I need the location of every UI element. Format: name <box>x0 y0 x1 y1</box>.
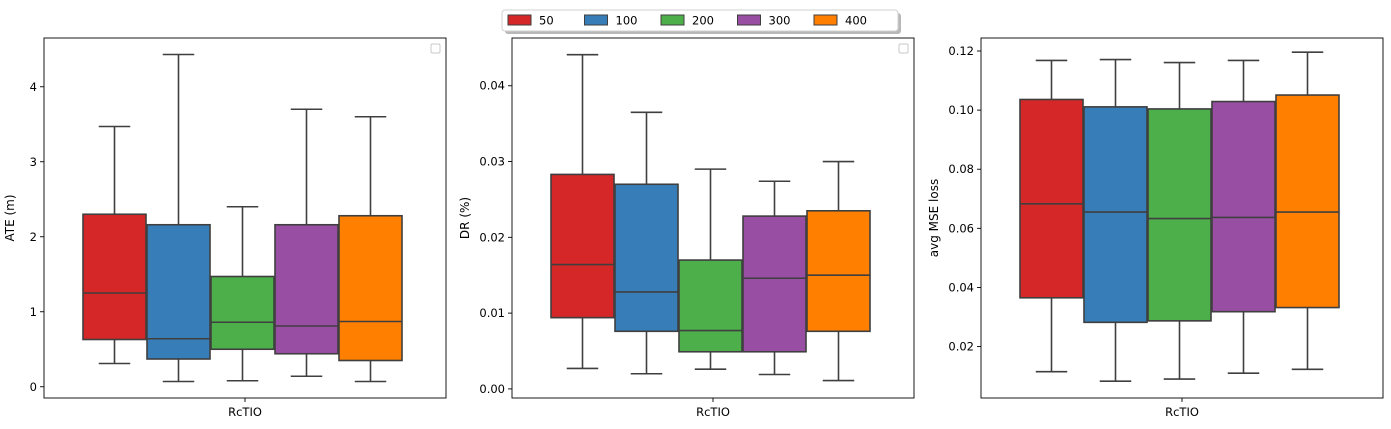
box-400 <box>1275 51 1340 371</box>
box-300 <box>742 180 807 376</box>
y-tick-label: 0.08 <box>948 162 974 176</box>
legend-entry-50: 50 <box>507 14 554 28</box>
box-100 <box>146 53 211 383</box>
legend-label-200: 200 <box>692 14 714 28</box>
box-200 <box>210 205 275 382</box>
box-50 <box>1019 59 1084 373</box>
x-tick-label: RcTIO <box>1165 405 1199 419</box>
y-tick-label: 0.12 <box>948 44 974 58</box>
box-300 <box>274 108 339 378</box>
chart-panels: 0 1 2 3 4 RcTIO ATE (m) 0.00 0.01 0.02 0.03 0.04 RcT… <box>3 37 1384 419</box>
legend-entry-100: 100 <box>584 14 638 28</box>
iqr-box <box>82 213 147 341</box>
box-100 <box>614 111 679 375</box>
x-tick-label: RcTIO <box>696 405 730 419</box>
chart-panel-3: 0.02 0.04 0.06 0.08 0.10 0.12 RcTIO avg MSE los… <box>927 37 1384 419</box>
chart-panel-1: 0 1 2 3 4 RcTIO ATE (m) <box>3 37 447 419</box>
y-tick-label: 0.01 <box>479 306 505 320</box>
legend-swatch-300 <box>737 14 761 26</box>
chart-panel-2: 0.00 0.01 0.02 0.03 0.04 RcTIO DR (%) <box>458 37 915 419</box>
iqr-box <box>1019 98 1084 299</box>
iqr-box <box>1083 106 1148 324</box>
y-axis-label: ATE (m) <box>3 194 17 241</box>
y-tick-label: 2 <box>30 230 37 244</box>
y-axis-label: DR (%) <box>458 197 472 239</box>
legend-swatch-200 <box>660 14 685 26</box>
box-50 <box>82 125 147 365</box>
y-tick-label: 0.06 <box>948 221 974 235</box>
y-tick-label: 0.02 <box>948 340 974 354</box>
y-tick-label: 4 <box>30 80 37 94</box>
y-tick-label: 0.03 <box>479 155 505 169</box>
legend-label-300: 300 <box>769 14 791 28</box>
box-400 <box>338 115 403 383</box>
iqr-box <box>806 210 871 333</box>
x-tick-label: RcTIO <box>228 405 262 419</box>
y-tick-label: 1 <box>30 305 37 319</box>
legend-swatch-100 <box>584 14 608 26</box>
box-300 <box>1211 59 1276 374</box>
legend-entry-200: 200 <box>660 14 714 28</box>
y-tick-label: 0 <box>30 380 37 394</box>
legend-entry-400: 400 <box>813 14 867 28</box>
iqr-box <box>550 173 615 319</box>
legend-swatch-400 <box>813 14 838 26</box>
iqr-box <box>338 214 403 362</box>
y-tick-label: 0.00 <box>479 382 505 396</box>
legend-label-100: 100 <box>616 14 638 28</box>
iqr-box <box>742 215 807 353</box>
empty-legend-box <box>898 43 909 54</box>
iqr-box <box>1275 94 1340 309</box>
iqr-box <box>146 223 211 360</box>
box-50 <box>550 53 615 370</box>
legend-label-400: 400 <box>845 14 867 28</box>
iqr-box <box>1147 108 1212 322</box>
y-tick-label: 3 <box>30 155 37 169</box>
box-200 <box>1147 61 1212 380</box>
legend: 50 100 200 300 400 <box>501 9 901 34</box>
empty-legend-box <box>430 43 441 54</box>
y-tick-label: 0.04 <box>479 79 505 93</box>
iqr-box <box>274 223 339 355</box>
legend-label-50: 50 <box>539 14 554 28</box>
iqr-box <box>1211 100 1276 313</box>
box-100 <box>1083 58 1148 382</box>
iqr-box <box>614 183 679 333</box>
legend-swatch-50 <box>507 14 532 26</box>
legend-entry-300: 300 <box>737 14 791 28</box>
y-tick-label: 0.02 <box>479 230 505 244</box>
y-tick-label: 0.10 <box>948 103 974 117</box>
y-tick-label: 0.04 <box>948 280 974 294</box>
iqr-box <box>210 275 275 351</box>
box-200 <box>678 168 743 371</box>
box-400 <box>806 160 871 382</box>
iqr-box <box>678 259 743 353</box>
y-axis-label: avg MSE loss <box>927 179 941 257</box>
